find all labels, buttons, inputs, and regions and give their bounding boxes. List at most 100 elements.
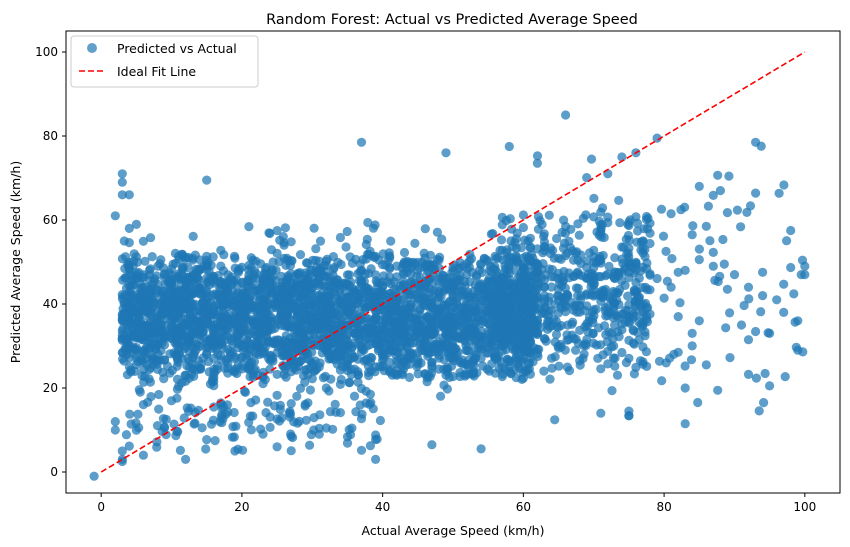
- scatter-point: [413, 369, 423, 379]
- scatter-point: [532, 282, 543, 292]
- scatter-point: [286, 269, 296, 279]
- scatter-point: [782, 236, 792, 246]
- scatter-point: [497, 212, 507, 222]
- scatter-point: [589, 263, 599, 273]
- scatter-point: [725, 353, 735, 363]
- scatter-point: [754, 406, 764, 416]
- scatter-point: [567, 319, 577, 329]
- scatter-point: [486, 229, 496, 239]
- scatter-point: [786, 225, 796, 236]
- scatter-point: [629, 339, 639, 349]
- scatter-point: [504, 264, 514, 274]
- scatter-point: [624, 406, 634, 416]
- scatter-point: [381, 291, 391, 301]
- scatter-point: [632, 218, 643, 228]
- scatter-point: [624, 252, 634, 262]
- scatter-point: [471, 353, 481, 363]
- scatter-point: [398, 277, 408, 287]
- scatter-point: [631, 305, 641, 315]
- scatter-point: [604, 292, 614, 302]
- scatter-point: [657, 376, 667, 386]
- scatter-point: [438, 271, 449, 281]
- scatter-point: [269, 401, 280, 411]
- scatter-point: [371, 430, 381, 440]
- scatter-point: [332, 278, 342, 289]
- scatter-point: [194, 317, 204, 327]
- scatter-point: [279, 307, 290, 317]
- scatter-point: [721, 323, 731, 333]
- scatter-point: [138, 400, 148, 410]
- scatter-point: [739, 300, 749, 311]
- scatter-point: [371, 454, 381, 464]
- scatter-point: [152, 442, 162, 452]
- x-axis: 0 20 40 60 80 100: [97, 493, 816, 514]
- scatter-point: [355, 325, 365, 335]
- scatter-point: [547, 363, 557, 373]
- scatter-point: [362, 234, 372, 244]
- scatter-point: [786, 262, 796, 273]
- scatter-point: [485, 302, 495, 312]
- scatter-point: [517, 274, 527, 284]
- scatter-point: [624, 217, 634, 227]
- scatter-point: [392, 272, 402, 282]
- scatter-point: [306, 430, 316, 440]
- scatter-point: [327, 325, 338, 335]
- scatter-point: [489, 275, 499, 285]
- scatter-point: [404, 372, 414, 382]
- scatter-point: [203, 356, 214, 367]
- scatter-point: [588, 317, 598, 328]
- scatter-point: [469, 371, 479, 381]
- scatter-point: [640, 327, 650, 337]
- scatter-point: [265, 228, 275, 239]
- scatter-point: [633, 226, 643, 236]
- scatter-point: [547, 353, 557, 363]
- scatter-point: [182, 325, 192, 335]
- scatter-point: [718, 234, 728, 245]
- legend-label-scatter: Predicted vs Actual: [117, 41, 237, 56]
- scatter-point: [779, 307, 789, 317]
- scatter-point: [391, 350, 401, 361]
- scatter-point: [243, 283, 253, 293]
- scatter-point: [167, 312, 177, 322]
- scatter-point: [554, 278, 565, 289]
- scatter-point: [124, 190, 134, 200]
- scatter-point: [701, 221, 711, 231]
- scatter-point: [122, 300, 132, 310]
- scatter-point: [687, 328, 697, 338]
- scatter-point: [391, 285, 401, 295]
- scatter-point: [212, 361, 222, 371]
- scatter-point: [279, 287, 289, 297]
- scatter-point: [420, 334, 430, 344]
- scatter-point: [335, 379, 345, 389]
- scatter-point: [448, 326, 458, 336]
- scatter-point: [187, 314, 197, 324]
- scatter-point: [202, 349, 212, 359]
- scatter-point: [330, 399, 340, 409]
- scatter-point: [118, 275, 128, 285]
- scatter-point: [392, 370, 402, 380]
- scatter-point: [193, 356, 203, 366]
- scatter-point: [532, 328, 543, 338]
- scatter-point: [444, 284, 454, 294]
- scatter-point: [286, 316, 296, 326]
- scatter-point: [159, 330, 170, 340]
- scatter-point: [349, 286, 360, 296]
- scatter-point: [525, 255, 536, 265]
- scatter-point: [190, 326, 200, 336]
- scatter-point: [504, 306, 514, 316]
- scatter-point: [265, 280, 275, 290]
- scatter-point: [571, 345, 581, 355]
- scatter-point: [659, 293, 669, 303]
- x-tick-label: 60: [516, 500, 531, 514]
- scatter-point: [725, 308, 735, 318]
- scatter-point: [744, 294, 754, 304]
- scatter-point: [703, 201, 714, 211]
- scatter-point: [759, 398, 769, 408]
- scatter-point: [303, 312, 313, 322]
- scatter-point: [124, 223, 134, 233]
- scatter-point: [131, 317, 141, 327]
- scatter-point: [550, 337, 560, 347]
- scatter-point: [615, 218, 625, 228]
- scatter-point: [368, 404, 378, 414]
